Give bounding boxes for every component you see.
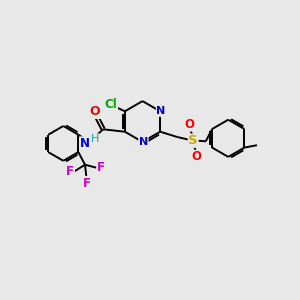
- Text: F: F: [97, 160, 105, 174]
- Text: S: S: [188, 134, 198, 147]
- Text: O: O: [192, 150, 202, 164]
- Text: N: N: [156, 106, 166, 116]
- Text: O: O: [90, 105, 101, 119]
- Text: N: N: [80, 137, 90, 150]
- Text: Cl: Cl: [105, 98, 117, 111]
- Text: H: H: [91, 134, 99, 144]
- Text: O: O: [184, 118, 195, 131]
- Text: F: F: [66, 165, 74, 178]
- Text: N: N: [139, 137, 148, 147]
- Text: F: F: [83, 176, 91, 190]
